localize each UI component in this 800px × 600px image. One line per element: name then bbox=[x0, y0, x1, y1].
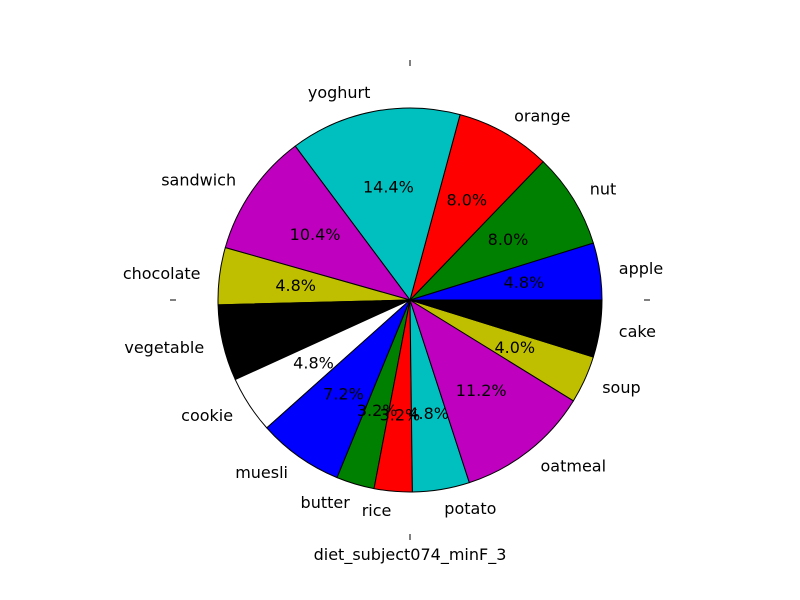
pie-slices bbox=[217, 107, 603, 493]
pie-slice-nut bbox=[409, 161, 594, 301]
category-label-orange: orange bbox=[514, 107, 570, 126]
percent-label-vegetable: 6.4% bbox=[277, 316, 318, 335]
percent-labels: 4.8%8.0%8.0%14.4%10.4%4.8%6.4%4.8%7.2%3.… bbox=[275, 177, 544, 424]
category-label-cookie: cookie bbox=[181, 406, 233, 425]
category-label-apple: apple bbox=[619, 259, 663, 278]
percent-label-sandwich: 10.4% bbox=[290, 225, 341, 244]
percent-label-butter: 3.2% bbox=[357, 401, 398, 420]
percent-label-muesli: 7.2% bbox=[323, 385, 364, 404]
percent-label-rice: 3.2% bbox=[380, 405, 421, 424]
category-label-soup: soup bbox=[602, 378, 640, 397]
percent-label-apple: 4.8% bbox=[504, 273, 545, 292]
pie-slice-yoghurt bbox=[294, 107, 461, 301]
category-label-yoghurt: yoghurt bbox=[308, 83, 371, 102]
category-label-rice: rice bbox=[362, 501, 392, 520]
pie-slice-cake bbox=[409, 299, 603, 358]
pie-slice-oatmeal bbox=[409, 299, 574, 484]
percent-label-nut: 8.0% bbox=[488, 230, 529, 249]
pie-slice-orange bbox=[409, 114, 544, 301]
category-labels: apple nut orange yoghurt sandwich chocolate ve… bbox=[123, 83, 663, 520]
category-label-sandwich: sandwich bbox=[161, 171, 236, 190]
percent-label-oatmeal: 11.2% bbox=[456, 381, 507, 400]
category-label-nut: nut bbox=[590, 180, 617, 199]
category-label-butter: butter bbox=[301, 493, 351, 512]
category-label-vegetable: vegetable bbox=[124, 338, 204, 357]
axis-ticks bbox=[170, 60, 650, 540]
percent-label-cake: 4.8% bbox=[504, 308, 545, 327]
percent-label-potato: 4.8% bbox=[408, 404, 449, 423]
category-label-muesli: muesli bbox=[235, 463, 288, 482]
pie-slice-sandwich bbox=[224, 145, 411, 301]
category-label-chocolate: chocolate bbox=[123, 264, 201, 283]
category-label-cake: cake bbox=[619, 322, 656, 341]
category-label-potato: potato bbox=[444, 499, 496, 518]
percent-label-yoghurt: 14.4% bbox=[363, 177, 414, 196]
percent-label-chocolate: 4.8% bbox=[275, 276, 316, 295]
x-axis-label: diet_subject074_minF_3 bbox=[314, 545, 507, 565]
percent-label-cookie: 4.8% bbox=[293, 353, 334, 372]
category-label-oatmeal: oatmeal bbox=[541, 457, 607, 476]
percent-label-orange: 8.0% bbox=[446, 190, 487, 209]
percent-label-soup: 4.0% bbox=[494, 338, 535, 357]
